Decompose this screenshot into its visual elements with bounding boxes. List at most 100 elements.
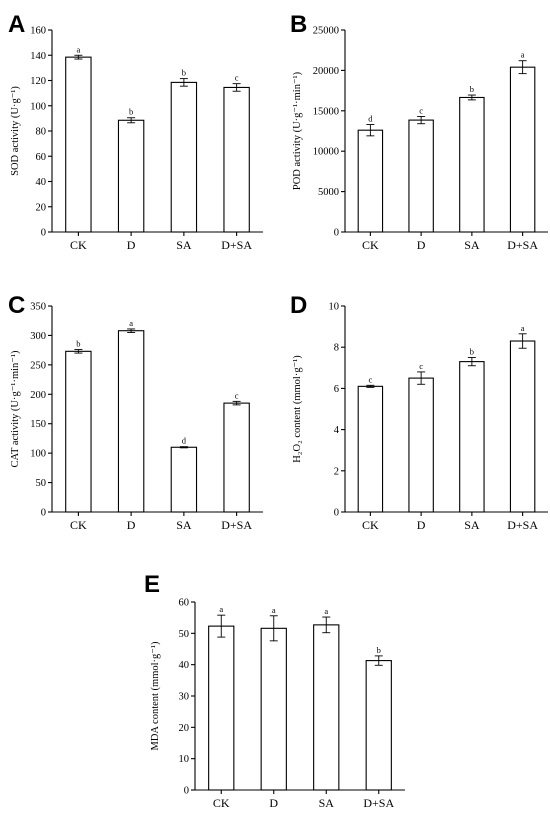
y-tick-label-a: 0 bbox=[41, 228, 46, 239]
y-tick-label-b: 10000 bbox=[313, 147, 339, 158]
x-tick-label-c: SA bbox=[176, 518, 192, 532]
significance-label-b: b bbox=[470, 84, 474, 94]
bar-d bbox=[357, 385, 384, 513]
y-tick-label-b: 0 bbox=[334, 228, 339, 239]
y-tick-label-e: 20 bbox=[179, 723, 190, 734]
panel-label-c: C bbox=[8, 292, 25, 319]
y-tick-label-d: 10 bbox=[329, 302, 340, 313]
y-tick-label-c: 200 bbox=[30, 390, 46, 401]
bar-d bbox=[459, 361, 485, 513]
x-tick-label-e: SA bbox=[319, 796, 335, 810]
bar-b bbox=[459, 96, 485, 233]
y-tick-label-c: 250 bbox=[30, 360, 46, 371]
y-tick-label-a: 140 bbox=[30, 51, 46, 62]
y-tick-label-a: 60 bbox=[36, 152, 47, 163]
y-axis-title-e: MDA content (mmol·g⁻¹) bbox=[150, 641, 161, 751]
bar-b bbox=[509, 66, 536, 233]
x-tick-label-d: D bbox=[417, 518, 426, 532]
x-tick-label-e: D bbox=[269, 796, 278, 810]
bar-c bbox=[65, 350, 92, 513]
significance-label-a: c bbox=[235, 73, 239, 83]
y-tick-label-d: 8 bbox=[334, 343, 339, 354]
x-tick-label-b: D bbox=[417, 238, 426, 252]
bar-e bbox=[208, 625, 235, 791]
bar-e bbox=[365, 660, 392, 791]
y-tick-label-e: 50 bbox=[179, 629, 190, 640]
y-tick-label-c: 100 bbox=[30, 449, 46, 460]
x-tick-label-a: SA bbox=[176, 238, 192, 252]
significance-label-e: a bbox=[219, 604, 223, 614]
x-tick-label-b: CK bbox=[362, 238, 379, 252]
significance-label-d: a bbox=[521, 323, 525, 333]
x-tick-label-d: D+SA bbox=[507, 518, 538, 532]
y-tick-label-c: 350 bbox=[30, 302, 46, 313]
panel-label-b: B bbox=[290, 11, 307, 38]
y-tick-label-c: 300 bbox=[30, 331, 46, 342]
x-tick-label-c: CK bbox=[70, 518, 87, 532]
y-tick-label-b: 5000 bbox=[318, 187, 339, 198]
panel-label-a: A bbox=[8, 11, 25, 38]
y-axis-title-d: H₂O₂ content (mmol·g⁻¹) bbox=[292, 355, 303, 463]
bar-e bbox=[313, 624, 340, 791]
significance-label-a: b bbox=[182, 68, 186, 78]
x-tick-label-d: CK bbox=[362, 518, 379, 532]
y-tick-label-e: 30 bbox=[179, 692, 190, 703]
x-tick-label-a: CK bbox=[70, 238, 87, 252]
bar-d bbox=[408, 377, 434, 513]
y-tick-label-b: 15000 bbox=[313, 106, 339, 117]
x-tick-label-d: SA bbox=[464, 518, 480, 532]
significance-label-a: a bbox=[76, 44, 80, 54]
y-axis-title-b: POD activity (U·g⁻¹·min⁻¹) bbox=[292, 71, 303, 190]
significance-label-d: c bbox=[368, 374, 372, 384]
x-tick-label-b: SA bbox=[464, 238, 480, 252]
y-tick-label-d: 0 bbox=[334, 508, 339, 519]
x-tick-label-a: D bbox=[127, 238, 136, 252]
y-tick-label-a: 40 bbox=[36, 177, 47, 188]
y-axis-title-c: CAT activity (U·g⁻¹·min⁻¹) bbox=[10, 350, 21, 467]
bar-a bbox=[223, 86, 250, 233]
significance-label-b: d bbox=[368, 114, 373, 124]
x-tick-label-e: CK bbox=[213, 796, 230, 810]
bar-b bbox=[408, 119, 434, 233]
bar-a bbox=[65, 56, 92, 233]
significance-label-c: d bbox=[182, 436, 187, 446]
bar-b bbox=[357, 129, 384, 233]
significance-label-a: b bbox=[129, 107, 133, 117]
significance-label-c: c bbox=[235, 390, 239, 400]
y-tick-label-a: 120 bbox=[30, 76, 46, 87]
y-tick-label-c: 0 bbox=[41, 508, 46, 519]
panel-label-e: E bbox=[144, 571, 160, 598]
y-tick-label-d: 6 bbox=[334, 384, 339, 395]
bar-c bbox=[117, 330, 145, 513]
y-tick-label-d: 2 bbox=[334, 466, 339, 477]
significance-label-d: b bbox=[470, 347, 474, 357]
significance-label-e: a bbox=[324, 606, 328, 616]
y-tick-label-a: 100 bbox=[30, 101, 46, 112]
significance-label-c: b bbox=[76, 339, 80, 349]
bar-c bbox=[223, 402, 250, 513]
bar-d bbox=[509, 340, 536, 513]
significance-label-c: a bbox=[129, 318, 133, 328]
panel-label-d: D bbox=[290, 292, 307, 319]
y-tick-label-a: 80 bbox=[36, 127, 47, 138]
significance-label-b: c bbox=[419, 105, 423, 115]
x-tick-label-c: D bbox=[127, 518, 136, 532]
significance-label-e: a bbox=[272, 605, 276, 615]
y-tick-label-e: 0 bbox=[184, 786, 189, 797]
y-axis-title-a: SOD activity (U·g⁻¹) bbox=[10, 86, 21, 176]
y-tick-label-c: 150 bbox=[30, 419, 46, 430]
significance-label-e: b bbox=[377, 645, 381, 655]
bar-e bbox=[260, 627, 287, 791]
x-tick-label-c: D+SA bbox=[221, 518, 252, 532]
bar-a bbox=[170, 81, 198, 233]
y-tick-label-c: 50 bbox=[36, 478, 47, 489]
bar-a bbox=[117, 119, 145, 233]
y-tick-label-a: 160 bbox=[30, 26, 46, 37]
y-tick-label-d: 4 bbox=[334, 425, 340, 436]
y-tick-label-e: 10 bbox=[179, 754, 190, 765]
y-tick-label-e: 60 bbox=[179, 598, 190, 609]
y-tick-label-e: 40 bbox=[179, 660, 190, 671]
bar-c bbox=[170, 446, 198, 513]
